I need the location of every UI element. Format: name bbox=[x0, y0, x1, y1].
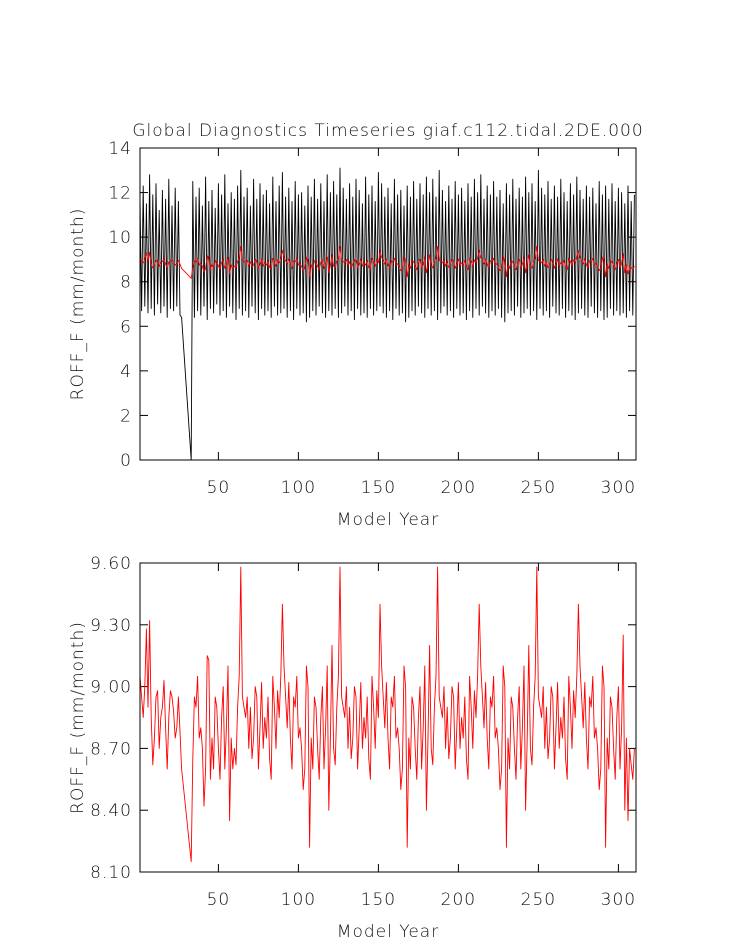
x-tick-label: 300 bbox=[601, 478, 636, 498]
y-tick-label: 9.30 bbox=[90, 616, 132, 636]
panel: 8.10 8.40 8.70 9.00 9.30 9.60 50 100 150 200 250 30… bbox=[68, 554, 637, 942]
x-tick-label: 250 bbox=[521, 478, 556, 498]
x-tick-label: 100 bbox=[281, 890, 316, 910]
x-tick-label: 50 bbox=[207, 478, 231, 498]
x-tick-label: 50 bbox=[207, 890, 231, 910]
plot-frame bbox=[139, 147, 637, 461]
y-tick-label: 6 bbox=[120, 317, 132, 337]
y-tick-label: 8.10 bbox=[90, 863, 132, 883]
series-line bbox=[139, 566, 635, 863]
x-axis-label: Model Year bbox=[337, 510, 439, 530]
panel: 0 2 4 6 8 10 12 14 50 100 150 200 250 300 Global Diagn… bbox=[68, 121, 643, 530]
series-line bbox=[139, 246, 635, 279]
y-axis-label: ROFF_F (mm/month) bbox=[68, 621, 88, 814]
y-axis-label: ROFF_F (mm/month) bbox=[68, 208, 88, 401]
y-tick-label: 4 bbox=[120, 362, 132, 382]
y-tick-label: 2 bbox=[120, 406, 132, 426]
y-tick-label: 14 bbox=[108, 139, 132, 159]
x-tick-label: 150 bbox=[361, 890, 396, 910]
y-tick-label: 0 bbox=[120, 451, 132, 471]
y-tick-label: 9.00 bbox=[90, 678, 132, 698]
x-tick-label: 200 bbox=[441, 478, 476, 498]
x-tick-label: 100 bbox=[281, 478, 316, 498]
chart-title: Global Diagnostics Timeseries giaf.c112.… bbox=[132, 121, 643, 141]
series-line bbox=[139, 167, 635, 461]
y-tick-label: 9.60 bbox=[90, 554, 132, 574]
x-tick-label: 250 bbox=[521, 890, 556, 910]
x-tick-label: 150 bbox=[361, 478, 396, 498]
x-tick-label: 300 bbox=[601, 890, 636, 910]
y-tick-label: 10 bbox=[108, 228, 132, 248]
x-axis-label: Model Year bbox=[337, 922, 439, 942]
y-tick-label: 8.70 bbox=[90, 739, 132, 759]
plot-frame bbox=[139, 562, 637, 873]
y-tick-label: 12 bbox=[108, 184, 132, 204]
y-tick-label: 8 bbox=[120, 273, 132, 293]
x-tick-label: 200 bbox=[441, 890, 476, 910]
y-tick-label: 8.40 bbox=[90, 801, 132, 821]
